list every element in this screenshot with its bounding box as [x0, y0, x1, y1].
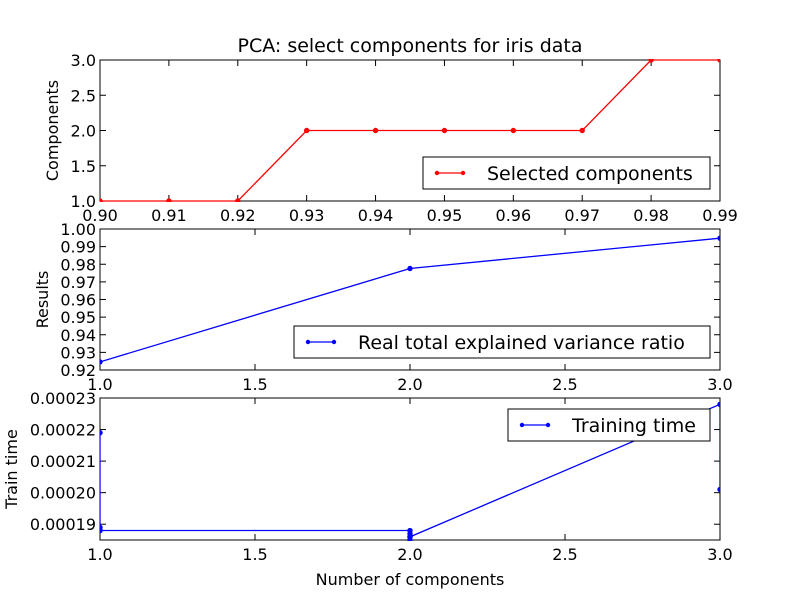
y-tick-label: 0.00019	[30, 515, 96, 534]
x-tick-label: 0.99	[702, 206, 738, 225]
y-tick-label: 0.93	[60, 343, 96, 362]
legend-marker	[460, 170, 466, 176]
plot-area	[100, 59, 720, 202]
y-tick-label: 2.5	[71, 86, 96, 105]
y-axis-label: Components	[43, 80, 62, 181]
x-tick-label: 2.0	[397, 375, 422, 394]
legend-marker	[305, 339, 311, 345]
x-tick-label: 0.96	[496, 206, 532, 225]
data-point	[100, 359, 103, 365]
y-axis-label: Results	[33, 271, 52, 329]
legend-marker	[434, 170, 440, 176]
y-tick-label: 0.97	[60, 273, 96, 292]
y-tick-label: 0.00022	[30, 421, 96, 440]
data-point	[717, 235, 720, 241]
x-tick-label: 3.0	[707, 375, 732, 394]
legend-box	[422, 156, 711, 190]
chart-title: PCA: select components for iris data	[237, 35, 582, 57]
data-point	[100, 430, 103, 436]
data-point	[372, 127, 379, 134]
x-tick-label: 0.94	[358, 206, 394, 225]
x-tick-label: 2.5	[552, 545, 577, 564]
data-point	[407, 534, 413, 540]
y-tick-label: 1.00	[60, 220, 96, 239]
y-tick-label: 1.5	[71, 157, 96, 176]
data-point	[717, 486, 720, 493]
y-tick-label: 0.95	[60, 308, 96, 327]
x-axis-label: Number of components	[316, 570, 505, 589]
y-tick-label: 0.96	[60, 291, 96, 310]
x-tick-label: 0.98	[633, 206, 669, 225]
data-point	[407, 265, 413, 272]
subplot-3: 1.0 1.5 2.0 2.5 3.0 0.00019 0.00020 0.00021 0.00…	[2, 389, 733, 589]
legend: Selected components	[422, 156, 711, 190]
x-tick-label: 3.0	[707, 545, 732, 564]
x-tick-label: 1.5	[242, 375, 267, 394]
y-tick-label: 0.92	[60, 361, 96, 380]
data-point	[100, 198, 103, 202]
x-tick-label: 1.0	[87, 545, 112, 564]
legend: Real total explained variance ratio	[293, 325, 711, 359]
y-tick-label: 0.00021	[30, 452, 96, 471]
data-point	[166, 198, 172, 202]
y-tick-label: 0.00023	[30, 389, 96, 408]
x-tick-label: 0.95	[427, 206, 463, 225]
y-tick-label: 0.94	[60, 326, 96, 345]
data-point	[441, 127, 448, 134]
legend-marker	[545, 422, 551, 428]
y-tick-label: 1.0	[71, 192, 96, 211]
legend-box	[293, 325, 711, 359]
data-point	[510, 127, 517, 134]
y-tick-label: 0.00020	[30, 484, 96, 503]
x-tick-label: 2.0	[397, 545, 422, 564]
data-point	[717, 401, 720, 408]
y-tick-label: 0.98	[60, 255, 96, 274]
x-tick-label: 1.0	[87, 375, 112, 394]
data-point	[648, 59, 654, 63]
y-tick-label: 0.99	[60, 238, 96, 257]
legend-marker	[331, 339, 337, 345]
subplot-1: 0.90 0.91 0.92 0.93 0.94 0.95 0.96 0.97 0.98 0.99…	[43, 35, 738, 225]
data-point	[303, 127, 310, 134]
legend-marker	[519, 422, 525, 428]
x-tick-label: 2.5	[552, 375, 577, 394]
series-line	[100, 59, 720, 202]
data-point	[235, 198, 241, 202]
plot-area	[100, 401, 720, 541]
plot-area	[100, 235, 720, 365]
x-tick-label: 0.93	[289, 206, 325, 225]
y-tick-label: 3.0	[71, 51, 96, 70]
subplot-2: 1.0 1.5 2.0 2.5 3.00.920.930.940.950.960.970…	[33, 220, 733, 394]
x-tick-label: 0.91	[151, 206, 187, 225]
x-tick-label: 0.90	[82, 206, 118, 225]
legend-label: Training time	[571, 415, 696, 437]
data-point	[717, 59, 720, 63]
y-tick-label: 2.0	[71, 122, 96, 141]
x-tick-label: 0.92	[220, 206, 256, 225]
data-point	[100, 527, 103, 534]
legend-label: Real total explained variance ratio	[358, 332, 685, 354]
y-axis-label: Train time	[2, 429, 21, 510]
charts: 0.90 0.91 0.92 0.93 0.94 0.95 0.96 0.97 0.98 0.99…	[2, 35, 738, 589]
x-tick-label: 1.5	[242, 545, 267, 564]
x-tick-label: 0.97	[564, 206, 600, 225]
data-point	[579, 127, 585, 134]
legend: Training time	[507, 408, 711, 442]
legend-label: Selected components	[487, 163, 693, 185]
